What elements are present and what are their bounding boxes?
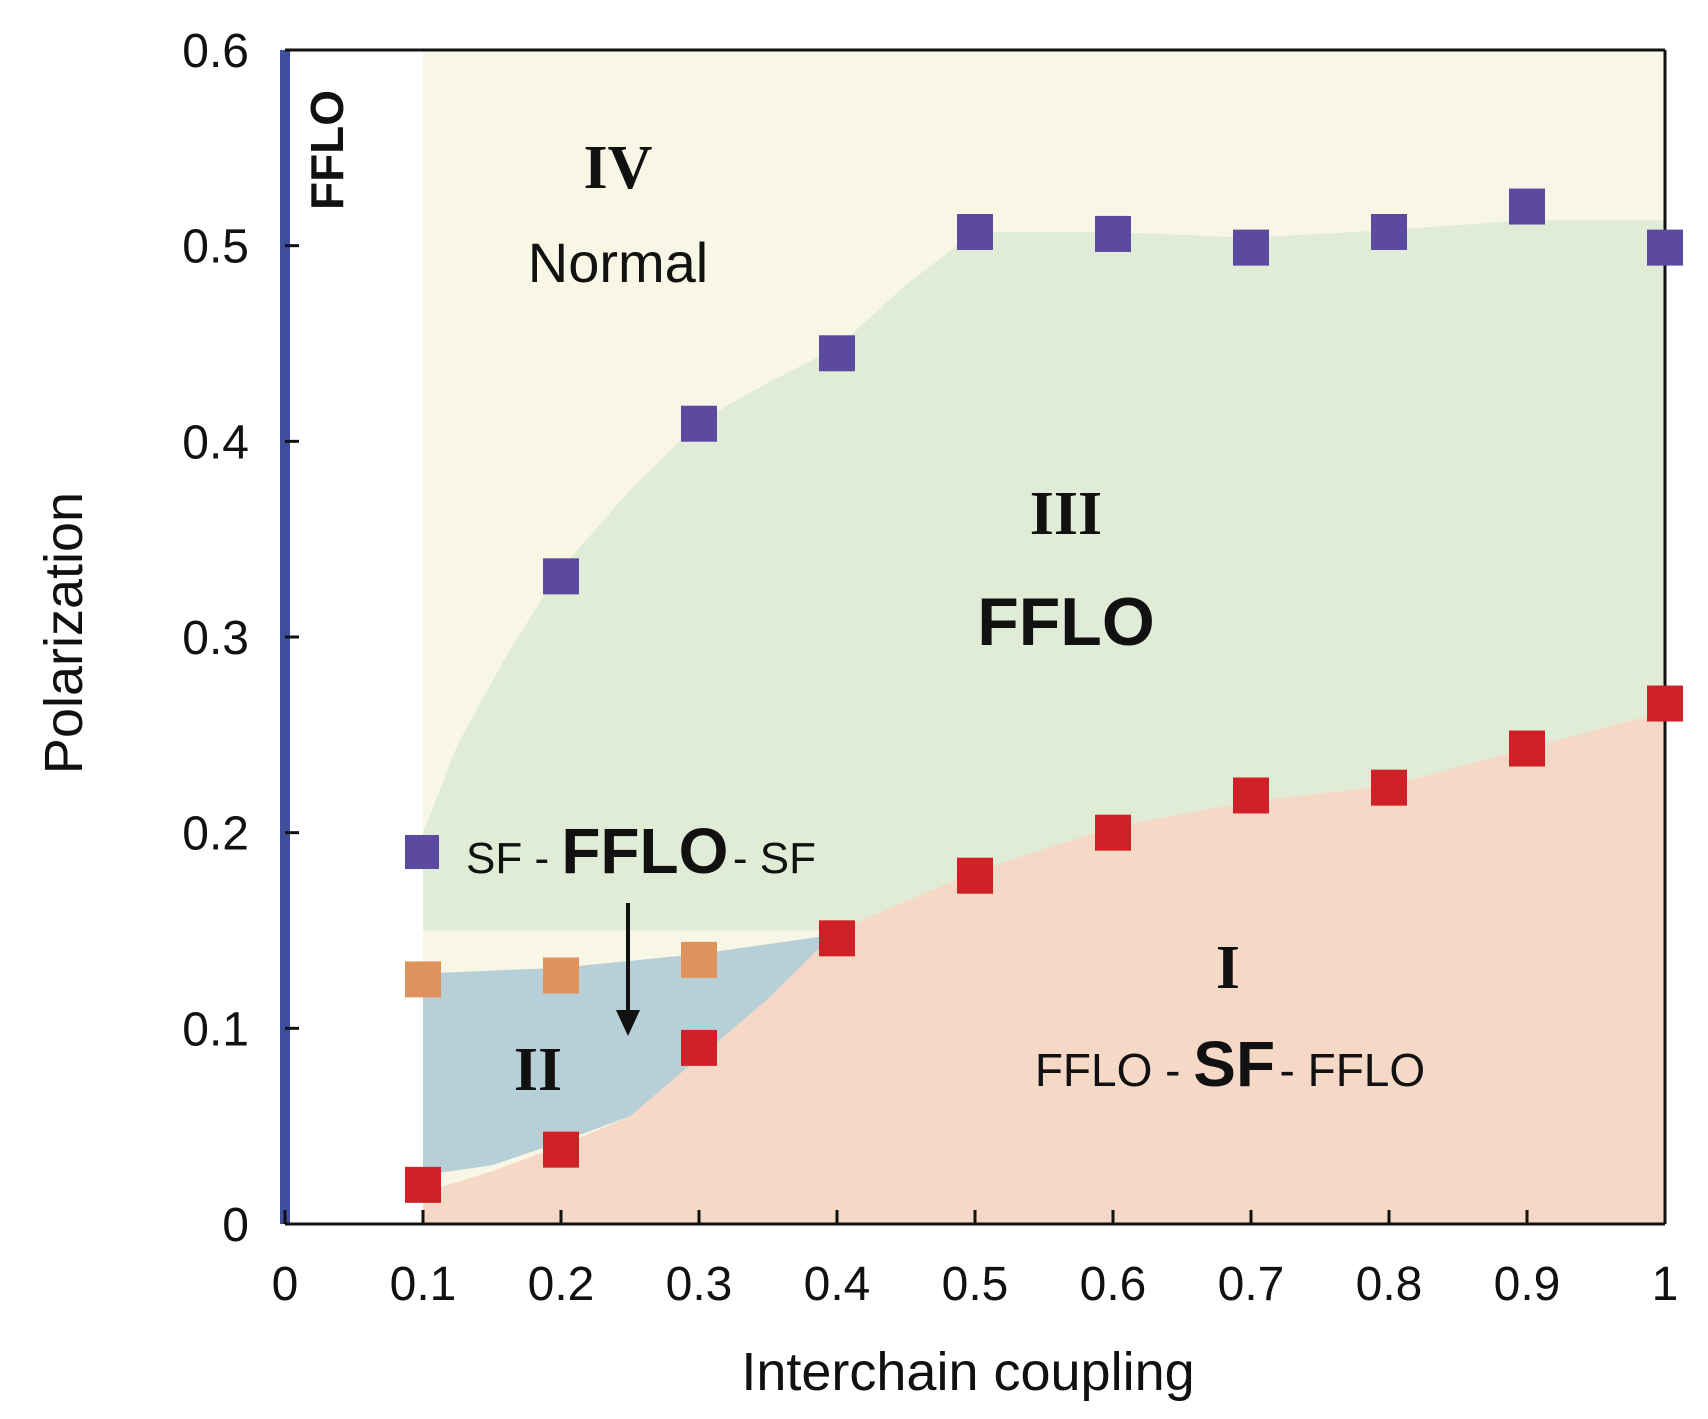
fflo-axis-label: FFLO bbox=[301, 90, 353, 210]
data-point-series-0 bbox=[1509, 188, 1545, 225]
data-point-series-1 bbox=[405, 961, 441, 998]
data-point-series-2 bbox=[405, 1166, 441, 1203]
data-point-series-0 bbox=[1095, 215, 1131, 252]
data-point-series-0 bbox=[1371, 213, 1407, 250]
x-tick-label: 0.3 bbox=[666, 1258, 733, 1311]
region-iii-name: FFLO bbox=[977, 584, 1155, 660]
legend-marker bbox=[405, 835, 439, 869]
data-point-series-2 bbox=[543, 1131, 579, 1168]
x-tick-label: 1 bbox=[1652, 1258, 1679, 1311]
region-i-numeral: I bbox=[1216, 934, 1240, 1002]
y-axis-title: Polarization bbox=[34, 492, 94, 774]
y-tick-label: 0.3 bbox=[182, 612, 249, 665]
y-tick-label: 0.5 bbox=[182, 221, 249, 274]
data-point-series-2 bbox=[819, 920, 855, 957]
y-tick-label: 0.2 bbox=[182, 808, 249, 861]
data-point-series-0 bbox=[543, 558, 579, 595]
arrow-head bbox=[616, 1010, 640, 1036]
x-tick-label: 0.5 bbox=[942, 1258, 1009, 1311]
x-tick-label: 0.6 bbox=[1080, 1258, 1147, 1311]
legend-text: SF - FFLO - SF bbox=[466, 815, 816, 887]
region-i bbox=[423, 711, 1665, 1224]
data-point-series-1 bbox=[543, 957, 579, 994]
data-point-series-2 bbox=[1233, 777, 1269, 814]
y-tick-label: 0.1 bbox=[182, 1003, 249, 1056]
data-point-series-2 bbox=[1371, 769, 1407, 806]
region-i-main: SF bbox=[1193, 1028, 1275, 1100]
data-point-series-2 bbox=[1647, 685, 1683, 722]
region-iv-numeral: IV bbox=[584, 134, 653, 202]
data-point-series-2 bbox=[957, 857, 993, 894]
region-iii-numeral: III bbox=[1030, 480, 1102, 548]
region-iv-name: Normal bbox=[528, 231, 708, 294]
legend-pre: SF - bbox=[466, 834, 561, 883]
region-ii bbox=[423, 934, 837, 1176]
y-tick-label: 0 bbox=[222, 1199, 249, 1252]
regions-layer bbox=[423, 50, 1665, 1224]
region-ii-numeral: II bbox=[514, 1036, 562, 1104]
region-i-post: - FFLO bbox=[1280, 1044, 1426, 1096]
data-point-series-0 bbox=[819, 335, 855, 372]
data-point-series-2 bbox=[1509, 730, 1545, 767]
data-point-series-2 bbox=[1095, 814, 1131, 851]
x-tick-label: 0.1 bbox=[390, 1258, 457, 1311]
legend-main: FFLO bbox=[561, 815, 728, 887]
x-tick-label: 0.4 bbox=[804, 1258, 871, 1311]
data-point-series-0 bbox=[1233, 229, 1269, 266]
data-point-series-1 bbox=[681, 941, 717, 978]
region-i-label: FFLO - SF - FFLO bbox=[1035, 1028, 1425, 1100]
x-tick-label: 0.9 bbox=[1494, 1258, 1561, 1311]
x-axis-title: Interchain coupling bbox=[741, 1342, 1194, 1402]
x-tick-label: 0.8 bbox=[1356, 1258, 1423, 1311]
data-point-series-0 bbox=[1647, 229, 1683, 266]
x-tick-label: 0.2 bbox=[528, 1258, 595, 1311]
data-point-series-0 bbox=[957, 213, 993, 250]
x-tick-label: 0 bbox=[272, 1258, 299, 1311]
data-points-layer bbox=[405, 188, 1683, 1203]
region-i-pre: FFLO - bbox=[1035, 1044, 1193, 1096]
data-point-series-2 bbox=[681, 1029, 717, 1066]
data-point-series-0 bbox=[681, 405, 717, 442]
y-tick-label: 0.4 bbox=[182, 416, 249, 469]
x-tick-label: 0.7 bbox=[1218, 1258, 1285, 1311]
legend-post: - SF bbox=[733, 834, 816, 883]
y-tick-label: 0.6 bbox=[182, 25, 249, 78]
region-fflo bbox=[423, 220, 1665, 931]
ticks-layer: 0 0.1 0.2 0.3 0.4 0.5 0.6 0.7 0.8 0.9 1 0 0.1 0.2 0.3 0… bbox=[182, 25, 1678, 1311]
